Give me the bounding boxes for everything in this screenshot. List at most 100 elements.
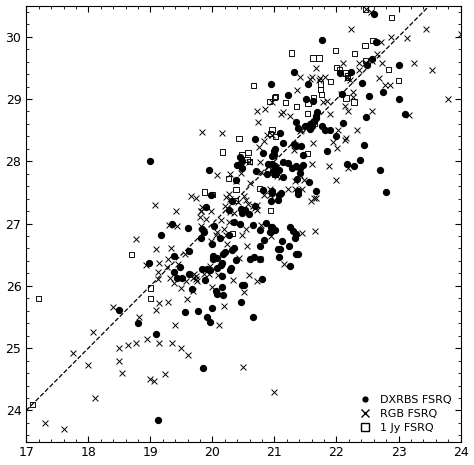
Point — [279, 238, 286, 245]
Point — [369, 37, 377, 45]
Point — [246, 158, 253, 166]
Point — [238, 282, 246, 289]
Point — [253, 107, 260, 114]
Point — [243, 242, 250, 249]
Point — [206, 266, 213, 273]
Point — [271, 170, 278, 178]
Point — [168, 220, 176, 228]
Point — [288, 164, 295, 172]
Point — [262, 219, 270, 226]
Point — [315, 54, 323, 62]
Point — [292, 162, 300, 170]
Point — [185, 271, 193, 278]
Point — [146, 295, 154, 302]
Point — [298, 185, 306, 193]
Point — [264, 162, 272, 170]
Point — [304, 80, 311, 88]
Point — [214, 271, 222, 279]
Point — [292, 234, 299, 241]
Point — [153, 245, 160, 252]
Point — [304, 150, 311, 157]
Point — [308, 73, 316, 80]
Point — [187, 193, 194, 200]
Point — [173, 274, 180, 281]
Point — [237, 169, 245, 177]
Point — [370, 10, 377, 17]
Point — [218, 129, 226, 137]
Point — [361, 60, 369, 67]
Point — [375, 74, 383, 81]
Point — [279, 174, 286, 181]
Point — [260, 237, 268, 244]
Point — [206, 270, 213, 278]
Point — [229, 276, 237, 284]
Point — [212, 232, 219, 239]
Point — [299, 229, 306, 237]
Point — [368, 57, 375, 64]
Point — [386, 81, 393, 89]
Point — [244, 149, 252, 156]
Point — [342, 134, 350, 142]
Point — [199, 265, 206, 272]
Point — [324, 126, 332, 134]
Point — [201, 229, 208, 236]
Point — [284, 159, 292, 166]
Point — [146, 259, 153, 267]
Point — [242, 225, 249, 232]
Point — [209, 252, 217, 259]
Point — [198, 203, 205, 211]
Point — [342, 94, 350, 102]
Point — [216, 234, 223, 242]
Point — [245, 210, 253, 217]
Point — [333, 64, 340, 72]
Point — [233, 162, 240, 169]
Point — [182, 277, 190, 284]
Point — [232, 197, 240, 204]
Point — [281, 260, 288, 267]
Point — [284, 186, 292, 193]
Point — [242, 196, 249, 203]
Point — [246, 271, 253, 278]
Point — [276, 253, 283, 260]
Point — [296, 73, 304, 81]
Point — [232, 257, 240, 264]
Point — [291, 141, 299, 149]
Point — [286, 223, 294, 231]
Point — [219, 292, 227, 299]
Point — [197, 234, 205, 242]
Point — [339, 120, 347, 127]
Point — [372, 39, 380, 46]
Point — [197, 222, 204, 229]
Point — [327, 78, 335, 85]
Point — [237, 153, 244, 161]
Point — [238, 157, 246, 164]
Point — [118, 370, 126, 377]
Point — [267, 130, 274, 137]
Point — [290, 68, 298, 75]
Point — [206, 318, 214, 325]
Point — [184, 352, 191, 359]
Point — [395, 95, 402, 103]
Point — [363, 113, 370, 120]
Point — [356, 60, 363, 67]
Point — [321, 73, 329, 80]
Point — [178, 345, 185, 352]
Point — [310, 194, 318, 202]
Point — [297, 126, 304, 134]
Point — [213, 290, 221, 298]
Point — [291, 140, 298, 148]
Point — [231, 209, 238, 216]
Point — [181, 250, 189, 258]
Point — [228, 230, 236, 237]
Point — [201, 188, 208, 196]
Point — [367, 8, 374, 16]
Point — [215, 322, 223, 329]
Point — [207, 192, 215, 199]
Point — [336, 66, 343, 73]
Point — [348, 0, 356, 7]
Point — [318, 91, 326, 98]
Point — [154, 276, 162, 283]
Point — [318, 36, 326, 43]
Point — [240, 281, 247, 289]
Point — [309, 54, 317, 62]
